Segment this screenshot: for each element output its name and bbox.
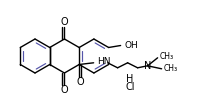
Text: HN: HN	[98, 57, 111, 66]
Text: N: N	[144, 61, 151, 71]
Text: O: O	[76, 77, 84, 87]
Text: H: H	[126, 74, 134, 84]
Text: CH₃: CH₃	[164, 64, 178, 73]
Text: CH₃: CH₃	[160, 52, 174, 61]
Text: Cl: Cl	[125, 82, 135, 92]
Text: OH: OH	[125, 41, 138, 50]
Text: O: O	[61, 17, 68, 27]
Text: O: O	[61, 85, 68, 95]
